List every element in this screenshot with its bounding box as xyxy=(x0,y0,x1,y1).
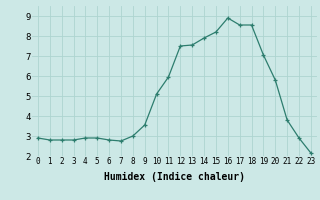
X-axis label: Humidex (Indice chaleur): Humidex (Indice chaleur) xyxy=(104,172,245,182)
